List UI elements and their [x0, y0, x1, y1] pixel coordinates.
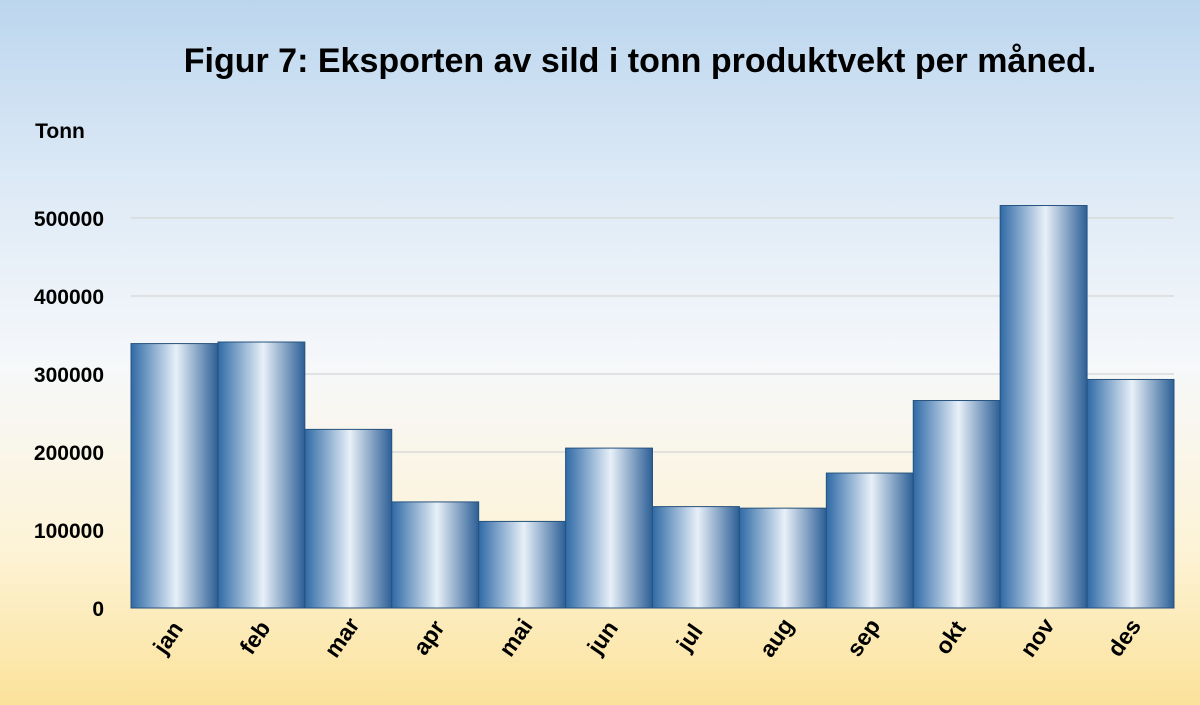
- bar-mar: [304, 428, 393, 609]
- bar-des: [1086, 378, 1175, 609]
- x-tick-label: jun: [581, 616, 623, 660]
- y-tick-label: 0: [92, 598, 104, 621]
- bar-jul: [652, 506, 740, 609]
- x-tick-label: jan: [147, 616, 188, 659]
- y-axis-label: Tonn: [35, 120, 85, 143]
- bar-jan: [130, 343, 219, 609]
- bar-sep: [825, 472, 914, 609]
- bar-aug: [738, 507, 827, 609]
- x-tick-label: nov: [1015, 613, 1060, 662]
- x-tick-label: feb: [234, 616, 275, 659]
- x-tick-label: sep: [841, 614, 885, 661]
- bars: [130, 205, 1175, 609]
- x-tick-label: jul: [670, 619, 707, 657]
- bar-mai: [478, 520, 567, 609]
- x-tick-label: mar: [319, 613, 365, 663]
- bar-feb: [217, 341, 306, 609]
- x-tick-label: aug: [754, 613, 799, 661]
- y-tick-label: 100000: [34, 520, 104, 543]
- bar-okt: [912, 400, 1001, 609]
- x-tick-label: des: [1102, 614, 1146, 661]
- x-tick-label: okt: [930, 616, 971, 659]
- bar-jun: [565, 447, 653, 609]
- x-tick-label: apr: [408, 615, 450, 659]
- y-tick-label: 300000: [34, 364, 104, 387]
- y-tick-label: 500000: [34, 208, 104, 231]
- bar-nov: [999, 205, 1088, 609]
- y-tick-labels: 0 100000 200000 300000 400000 500000: [34, 208, 104, 621]
- x-tick-label: mai: [494, 614, 538, 661]
- y-tick-label: 400000: [34, 286, 104, 309]
- chart-title: Figur 7: Eksporten av sild i tonn produk…: [184, 42, 1097, 80]
- x-tick-labels: jan feb mar apr mai jun jul aug sep okt nov des: [147, 613, 1146, 663]
- bar-apr: [391, 501, 480, 609]
- y-tick-label: 200000: [34, 442, 104, 465]
